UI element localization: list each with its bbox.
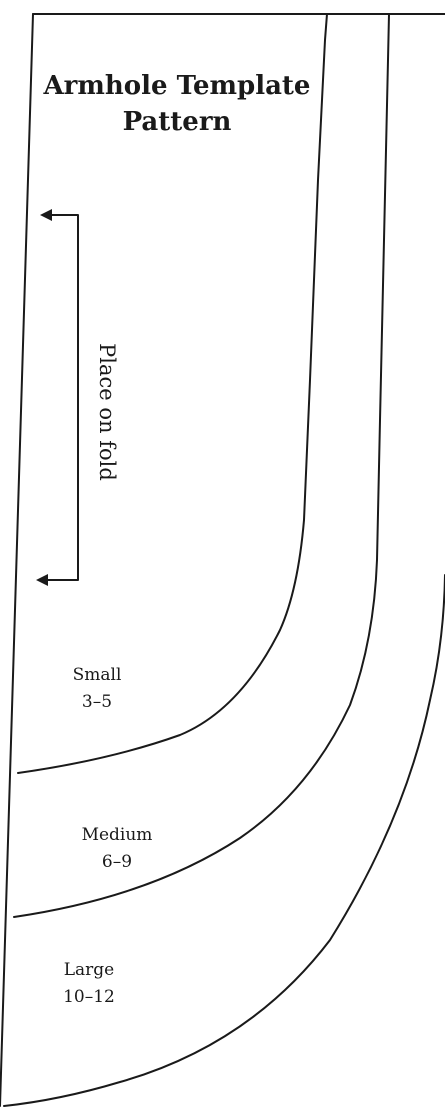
fold-bracket-line [39, 214, 79, 581]
large-size-cutting-line [3, 574, 445, 1107]
place-on-fold-label: Place on fold [95, 343, 119, 481]
size-medium-range: 6–9 [102, 852, 132, 872]
pattern-left-edge [0, 13, 34, 1107]
fold-arrow-top-icon [40, 209, 52, 221]
size-small-range: 3–5 [82, 692, 112, 712]
size-large-range: 10–12 [63, 987, 115, 1007]
place-on-fold-bracket [36, 209, 79, 586]
title-line-1: Armhole Template [43, 71, 311, 101]
medium-size-cutting-line [13, 13, 390, 918]
fold-arrow-bottom-icon [36, 574, 48, 586]
title-line-2: Pattern [123, 107, 232, 137]
size-large-name: Large [64, 960, 115, 980]
small-size-cutting-line [17, 13, 328, 774]
size-small-name: Small [73, 665, 122, 685]
size-medium-name: Medium [82, 825, 153, 845]
